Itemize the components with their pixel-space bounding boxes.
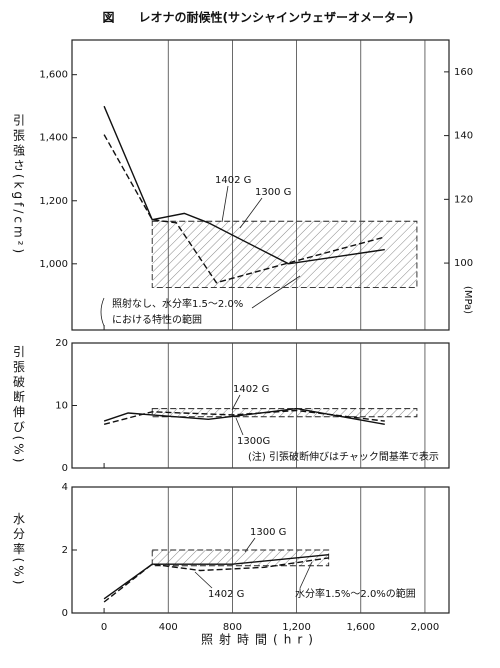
leader-line [299, 561, 313, 589]
series-line [103, 134, 385, 284]
y-tick-label: 1,400 [39, 133, 68, 144]
range-band [151, 220, 418, 288]
y-tick-label: 1,000 [39, 259, 68, 270]
annotation: 水分率1.5%～2.0%の範囲 [295, 587, 416, 600]
plot-frame [71, 39, 450, 331]
y-tick-label: 1,200 [39, 196, 68, 207]
y2-tick-label: 140 [454, 131, 473, 142]
leader-line [231, 394, 241, 411]
y-tick-label: 0 [62, 463, 68, 474]
annotation: 1402 G [233, 384, 269, 395]
annotation: 1300 G [250, 527, 286, 538]
y2-tick-label: 100 [454, 258, 473, 269]
y-tick-label: 4 [62, 482, 68, 493]
annotation: 1300G [237, 436, 270, 447]
series-line [103, 407, 385, 425]
x-tick-label: 400 [159, 622, 178, 633]
annotation: 1402 G [208, 589, 244, 600]
y2-tick-label: 120 [454, 194, 473, 205]
leader-line [235, 417, 244, 436]
series-line [103, 554, 329, 600]
chart-title: 図 レオナの耐候性(サンシャインウェザーオメーター) [103, 10, 414, 25]
annotation: 1402 G [215, 175, 251, 186]
annotation: における特性の範囲 [112, 313, 202, 326]
leader-line [221, 185, 229, 223]
y-tick-label: 10 [55, 401, 68, 412]
x-axis-label: 照射時間(hr) [201, 632, 319, 647]
annotation: 1300 G [255, 187, 291, 198]
x-tick-label: 0 [101, 622, 107, 633]
y-tick-label: 0 [62, 608, 68, 619]
annotation: 照射なし、水分率1.5～2.0% [112, 297, 243, 310]
x-tick-label: 1,200 [282, 622, 311, 633]
x-tick-label: 1,600 [346, 622, 375, 633]
leader-line [194, 571, 213, 589]
x-tick-label: 800 [223, 622, 242, 633]
range-band [151, 408, 418, 418]
y-tick-label: 2 [62, 545, 68, 556]
leader-line [239, 197, 263, 229]
y-tick-label: 20 [55, 338, 68, 349]
plot-frame [71, 342, 450, 469]
leader-line [100, 297, 105, 327]
leader-line [251, 275, 301, 309]
series-line [103, 409, 385, 425]
series-line [103, 557, 329, 603]
y-tick-label: 1,600 [39, 70, 68, 81]
y-axis-label: 水分率(%) [12, 512, 26, 587]
y-axis-label: 引張強さ(kgf/cm²) [12, 113, 26, 256]
y-axis-label: 引張破断伸び(%) [12, 345, 26, 465]
x-tick-label: 2,000 [411, 622, 440, 633]
y2-tick-label: 160 [454, 67, 473, 78]
annotation: (注) 引張破断伸びはチャック間基準で表示 [248, 450, 439, 463]
y2-axis-label: (MPa) [462, 286, 473, 314]
series-line [103, 105, 385, 265]
leader-line [244, 537, 256, 553]
